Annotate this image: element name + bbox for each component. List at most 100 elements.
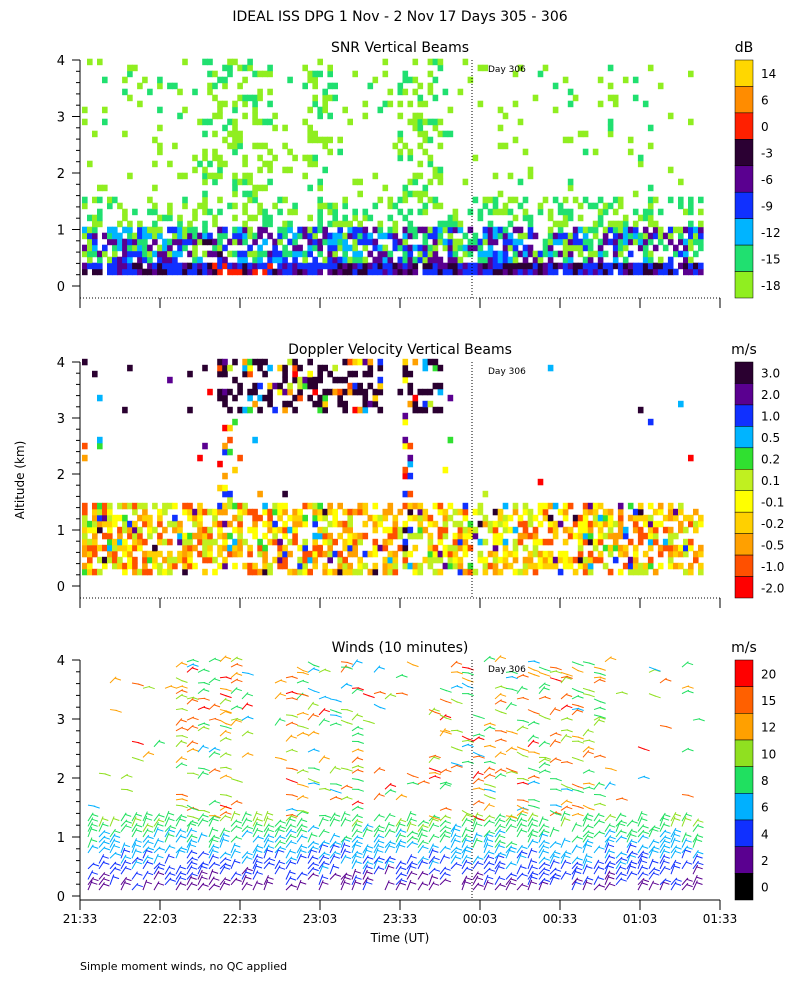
wind-barb-staff [516, 817, 523, 827]
snr-cell [582, 148, 589, 156]
doppler-cell [347, 538, 353, 546]
wind-barb-flag [366, 866, 373, 870]
doppler-cell [172, 562, 178, 570]
snr-cell [467, 226, 474, 234]
wind-barb-flag [410, 855, 417, 859]
doppler-cell [217, 562, 223, 570]
wind-barb-flag [555, 811, 562, 815]
doppler-cell [357, 406, 363, 414]
wind-barb-staff [164, 853, 170, 864]
snr-cell [422, 118, 429, 126]
doppler-cell [197, 550, 203, 558]
snr-cell [92, 232, 98, 240]
snr-cell [647, 256, 654, 264]
doppler-cell [122, 502, 128, 510]
snr-cell [272, 112, 278, 120]
snr-cell [377, 220, 384, 228]
snr-cell [177, 214, 183, 222]
doppler-cell [92, 514, 98, 522]
doppler-cell [432, 544, 439, 552]
snr-cell [132, 208, 138, 216]
wind-barb-staff [527, 822, 534, 832]
wind-barb-flag [675, 878, 682, 882]
snr-cell [487, 220, 494, 228]
doppler-cell [312, 532, 318, 540]
snr-cell [442, 220, 449, 228]
snr-cell [397, 208, 404, 216]
wind-barb-flag [291, 691, 298, 695]
snr-cell [507, 268, 514, 276]
snr-cell [217, 262, 223, 270]
wind-barb-flag [488, 851, 495, 855]
snr-cell [487, 256, 494, 264]
doppler-cell [132, 562, 138, 570]
snr-cell [207, 58, 213, 66]
doppler-cell [117, 556, 123, 564]
doppler-cell [222, 448, 228, 456]
wind-barb-flag [412, 782, 419, 786]
doppler-cell [177, 532, 183, 540]
snr-cell [642, 250, 649, 258]
doppler-cell [232, 544, 238, 552]
snr-cell [627, 268, 634, 276]
snr-cell [172, 262, 178, 270]
snr-cell [397, 262, 404, 270]
doppler-cell [322, 514, 328, 522]
wind-barb-flag [520, 829, 528, 833]
doppler-cell [292, 538, 298, 546]
doppler-cell [307, 550, 313, 558]
wind-barb-flag [642, 835, 649, 839]
wind-barb-flag [620, 836, 627, 840]
doppler-cell [327, 388, 333, 396]
wind-barb-flag [598, 831, 606, 835]
wind-barb-flag [368, 721, 375, 725]
snr-cell [607, 202, 614, 210]
doppler-field [82, 358, 704, 576]
wind-barb-flag [289, 871, 296, 875]
snr-cell [337, 244, 343, 252]
snr-cell [612, 262, 619, 270]
doppler-cell [212, 568, 218, 576]
doppler-cell [512, 556, 519, 564]
snr-cell [382, 250, 389, 258]
snr-cell [522, 208, 529, 216]
doppler-cell [352, 508, 358, 516]
doppler-cell [632, 550, 639, 558]
doppler-cell [227, 544, 233, 552]
snr-cell [127, 262, 133, 270]
snr-cell [698, 268, 704, 276]
doppler-cell [137, 538, 143, 546]
snr-cell [562, 244, 569, 252]
snr-cell [247, 178, 253, 186]
snr-cell [652, 262, 659, 270]
doppler-cell [552, 562, 559, 570]
snr-cell [167, 262, 173, 270]
snr-cell [567, 250, 574, 258]
snr-cell [102, 250, 108, 258]
doppler-cell [162, 508, 168, 516]
wind-barb-flag [543, 741, 551, 745]
snr-cell [647, 64, 654, 72]
wind-barb-flag [192, 663, 199, 667]
snr-cell [292, 202, 298, 210]
wind-barb-flag [103, 861, 110, 865]
snr-cell [257, 244, 263, 252]
doppler-cell [247, 550, 253, 558]
doppler-cell [377, 388, 384, 396]
doppler-cell [437, 556, 444, 564]
snr-cell [693, 262, 699, 270]
doppler-cell [277, 544, 283, 552]
snr-cell [212, 214, 218, 222]
doppler-cell [502, 514, 509, 522]
doppler-cell [127, 562, 133, 570]
wind-barb-flag [456, 685, 463, 689]
snr-cell [537, 70, 544, 78]
doppler-cell [97, 556, 103, 564]
doppler-cell [167, 520, 173, 528]
snr-cell [562, 256, 569, 264]
wind-barb-flag [378, 825, 385, 829]
snr-cell [562, 220, 569, 228]
doppler-cell [92, 568, 98, 576]
snr-cell [407, 262, 414, 270]
doppler-cell [502, 562, 509, 570]
